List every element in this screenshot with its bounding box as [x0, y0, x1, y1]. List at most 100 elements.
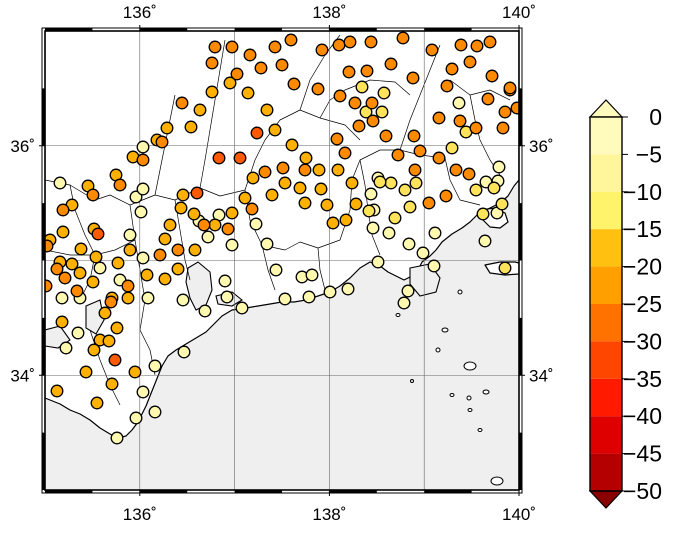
station-marker--15_to_-20-49: [205, 85, 219, 99]
station-marker--20_to_-25-35: [311, 82, 325, 96]
station-marker-0_to_-10-37: [249, 217, 263, 231]
station-marker--15_to_-20-39: [349, 197, 363, 211]
station-marker--15_to_-20-22: [187, 207, 201, 221]
prefecture-border-0: [45, 179, 246, 206]
station-marker--20_to_-25-17: [510, 101, 519, 115]
island-8: [467, 408, 473, 412]
station-marker-0_to_-10-47: [397, 296, 411, 310]
station-marker--15_to_-20-42: [312, 163, 326, 177]
station-marker--20_to_-25-36: [287, 77, 301, 91]
station-marker-0_to_-10-44: [416, 246, 430, 260]
station-marker--20_to_-25-74: [445, 62, 459, 76]
station-marker--10_to_-15-0: [355, 80, 369, 94]
lon-label-top-1: 138˚: [312, 3, 346, 22]
station-marker--20_to_-25-43: [136, 153, 150, 167]
station-marker-0_to_-10-29: [323, 285, 337, 299]
station-marker-0_to_-10-32: [305, 268, 319, 282]
station-marker-0_to_-10-23: [148, 405, 162, 419]
station-marker--20_to_-25-22: [407, 129, 421, 143]
station-marker--20_to_-25-50: [45, 279, 53, 293]
station-marker--20_to_-25-54: [153, 248, 167, 262]
station-marker--15_to_-20-11: [128, 365, 142, 379]
station-marker--15_to_-20-61: [65, 257, 79, 271]
station-marker--15_to_-20-48: [223, 76, 237, 90]
station-marker--15_to_-20-58: [56, 225, 70, 239]
lat-ticks-right: 34˚ 36˚: [519, 137, 554, 385]
station-marker--15_to_-20-25: [163, 218, 177, 232]
station-marker--20_to_-25-23: [432, 151, 446, 165]
frame-segment-top-4: [234, 28, 282, 31]
station-marker--25_to_-30-2: [212, 151, 226, 165]
station-marker--10_to_-15-12: [469, 183, 483, 197]
frame-segment-right-2: [519, 317, 522, 376]
island-5: [449, 393, 455, 397]
station-marker--10_to_-15-7: [373, 175, 387, 189]
colorbar-segment-1: [590, 154, 622, 192]
colorbar-label-4: −20: [623, 254, 662, 280]
frame-segment-left-2: [42, 317, 45, 376]
station-marker-0_to_-10-41: [366, 221, 380, 235]
station-marker-0_to_-10-50: [478, 234, 492, 248]
station-marker--20_to_-25-72: [498, 105, 512, 119]
station-marker--15_to_-20-35: [314, 182, 328, 196]
station-marker-0_to_-10-43: [402, 237, 416, 251]
station-marker-0_to_-10-28: [302, 290, 316, 304]
station-marker-0_to_-10-6: [201, 230, 215, 244]
prefecture-border-9: [199, 39, 226, 189]
station-marker--25_to_-30-0: [250, 126, 264, 140]
station-marker-0_to_-10-10: [136, 251, 150, 265]
station-marker-0_to_-10-55: [452, 96, 466, 110]
station-marker--20_to_-25-26: [462, 167, 476, 181]
station-marker-0_to_-10-33: [269, 263, 283, 277]
station-marker--20_to_-25-7: [343, 35, 357, 49]
island-7: [482, 389, 490, 395]
station-marker--20_to_-25-14: [463, 55, 477, 69]
colorbar-label-2: −10: [623, 179, 662, 205]
station-marker--15_to_-20-4: [121, 291, 135, 305]
station-marker--20_to_-25-2: [243, 48, 257, 62]
station-marker--20_to_-25-12: [470, 39, 484, 53]
station-marker-0_to_-10-24: [129, 411, 143, 425]
lon-ticks-bottom: 136˚ 138˚ 140˚: [123, 490, 536, 524]
station-marker--10_to_-15-5: [403, 200, 417, 214]
station-marker--10_to_-15-3: [384, 176, 398, 190]
station-marker--20_to_-25-46: [56, 203, 70, 217]
colorbar-label-10: −50: [623, 478, 662, 504]
station-marker--20_to_-25-64: [352, 119, 366, 133]
station-marker--15_to_-20-31: [265, 188, 279, 202]
station-marker--20_to_-25-18: [496, 121, 510, 135]
station-marker--20_to_-25-19: [469, 121, 483, 135]
station-marker--20_to_-25-41: [175, 96, 189, 110]
station-marker--25_to_-30-3: [190, 186, 204, 200]
station-marker--20_to_-25-58: [245, 202, 259, 216]
osaka-bay: [85, 299, 105, 335]
station-marker--20_to_-25-48: [50, 262, 64, 276]
station-marker--20_to_-25-40: [205, 56, 219, 70]
prefecture-borders: [45, 34, 511, 406]
station-marker--15_to_-20-5: [55, 315, 69, 329]
station-marker--20_to_-25-73: [503, 81, 517, 95]
lon-label-top-2: 140˚: [502, 3, 536, 22]
prefecture-border-4: [244, 109, 361, 191]
frame-segment-bottom-6: [329, 490, 377, 493]
station-marker-0_to_-10-36: [260, 237, 274, 251]
station-marker--20_to_-25-71: [481, 92, 495, 106]
station-marker--20_to_-25-67: [360, 64, 374, 78]
station-marker--15_to_-20-12: [87, 343, 101, 357]
station-marker--15_to_-20-0: [73, 266, 87, 280]
station-marker--10_to_-15-1: [359, 105, 373, 119]
station-marker--20_to_-25-33: [348, 96, 362, 110]
station-marker-0_to_-10-8: [225, 238, 239, 252]
prefecture-border-20: [261, 244, 276, 291]
station-marker--10_to_-15-6: [388, 211, 402, 225]
station-marker--15_to_-20-51: [184, 120, 198, 134]
station-marker--20_to_-25-15: [485, 69, 499, 83]
station-marker--20_to_-25-13: [483, 35, 497, 49]
station-marker-0_to_-10-45: [371, 255, 385, 269]
prefecture-border-16: [399, 44, 441, 151]
station-marker--20_to_-25-32: [366, 114, 380, 128]
island-3: [441, 327, 449, 333]
station-marker--20_to_-25-68: [384, 57, 398, 71]
station-marker--15_to_-20-50: [193, 103, 207, 117]
station-marker-0_to_-10-46: [401, 284, 415, 298]
